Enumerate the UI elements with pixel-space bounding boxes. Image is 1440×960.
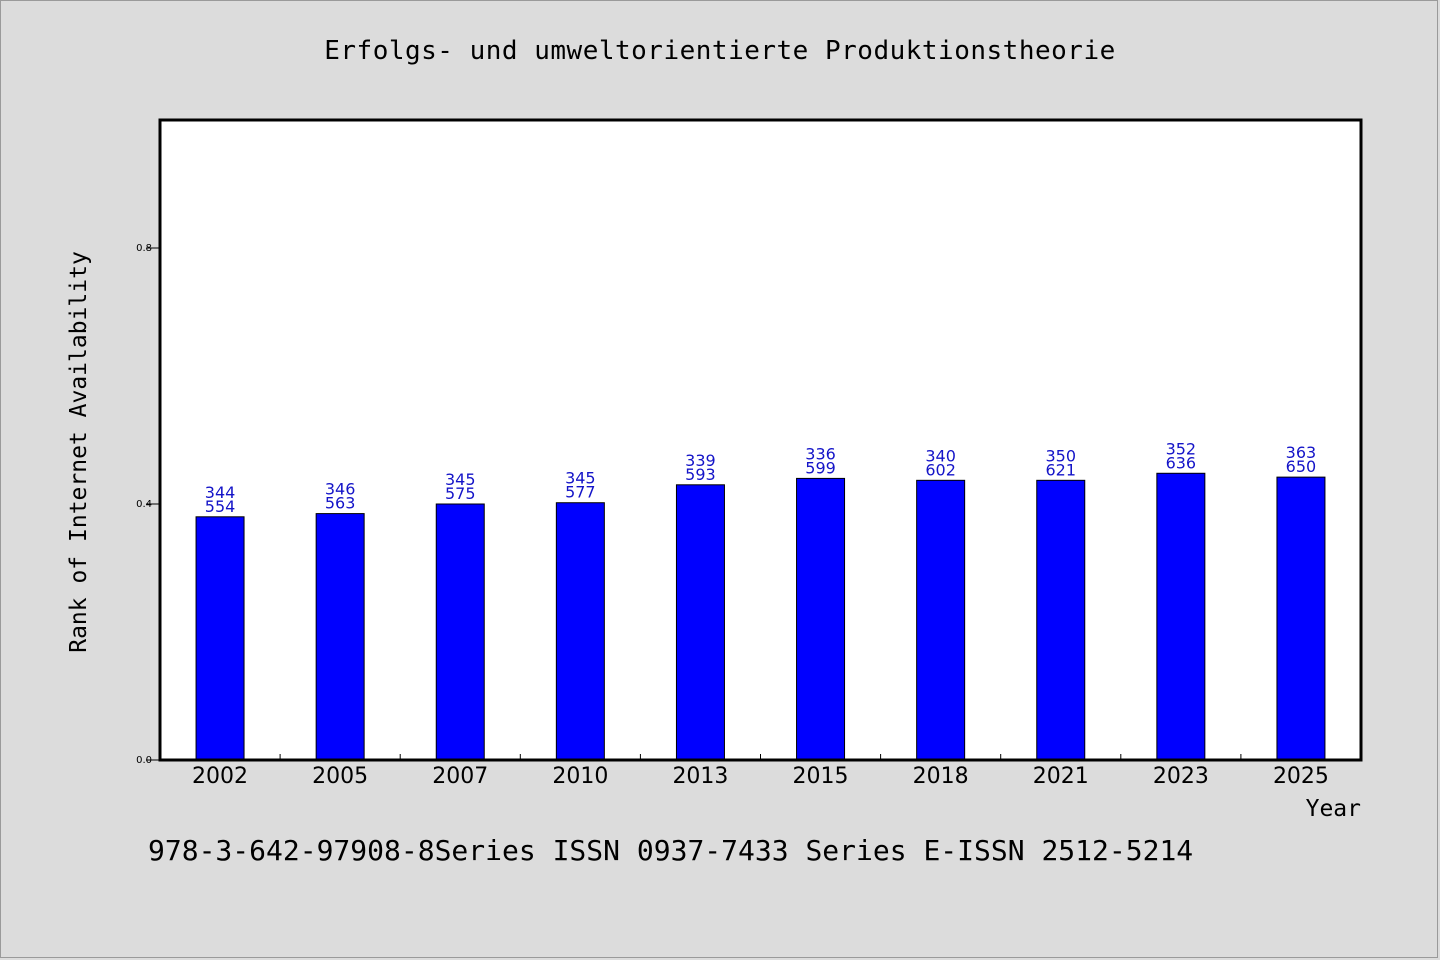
x-tick-label: 2005 — [312, 764, 368, 789]
data-label-top: 352 — [1166, 439, 1197, 458]
plot-border — [158, 118, 1363, 762]
x-tick-label: 2023 — [1153, 764, 1209, 789]
x-tick-label: 2021 — [1033, 764, 1089, 789]
bar — [796, 477, 846, 761]
x-tick-label: 2018 — [913, 764, 969, 789]
data-label-top: 345 — [565, 469, 596, 488]
bar — [916, 479, 966, 761]
data-label-top: 346 — [325, 480, 356, 499]
data-label-top: 345 — [445, 470, 476, 489]
x-tick-label: 2010 — [552, 764, 608, 789]
data-label-bottom: 650 — [1286, 457, 1317, 476]
data-label-top: 363 — [1286, 443, 1317, 462]
data-label-top: 344 — [205, 483, 236, 502]
bar — [195, 516, 245, 761]
data-label-bottom: 599 — [805, 458, 836, 477]
y-tick-label: 0.0 — [136, 755, 152, 766]
data-label-bottom: 554 — [205, 497, 236, 516]
data-label-bottom: 563 — [325, 494, 356, 513]
data-label-bottom: 621 — [1045, 460, 1076, 479]
data-label-top: 339 — [685, 451, 716, 470]
chart-title: Erfolgs- und umweltorientierte Produktio… — [324, 36, 1116, 66]
data-label-bottom: 577 — [565, 483, 596, 502]
x-tick-label: 2002 — [192, 764, 248, 789]
data-label-top: 350 — [1045, 446, 1076, 465]
x-tick-label: 2025 — [1273, 764, 1329, 789]
data-label-bottom: 636 — [1166, 453, 1197, 472]
x-tick-label: 2015 — [793, 764, 849, 789]
y-tick-label: 0.4 — [136, 499, 152, 510]
bar — [315, 513, 365, 761]
y-axis-label: Rank of Internet Availability — [66, 251, 92, 653]
data-label-top: 336 — [805, 444, 836, 463]
x-axis-label: Year — [1306, 796, 1361, 822]
data-label-bottom: 602 — [925, 460, 956, 479]
bar — [1036, 479, 1086, 761]
bar — [675, 484, 725, 761]
data-label-bottom: 593 — [685, 465, 716, 484]
y-tick-label: 0.8 — [136, 243, 152, 254]
data-label-top: 340 — [925, 446, 956, 465]
footer-isbn-text: 978-3-642-97908-8Series ISSN 0937-7433 S… — [148, 834, 1194, 867]
x-tick-label: 2007 — [432, 764, 488, 789]
x-tick-label: 2013 — [672, 764, 728, 789]
bar — [435, 503, 485, 761]
data-label-bottom: 575 — [445, 484, 476, 503]
bar — [555, 502, 605, 761]
bar — [1156, 472, 1206, 761]
bar — [1276, 476, 1326, 761]
